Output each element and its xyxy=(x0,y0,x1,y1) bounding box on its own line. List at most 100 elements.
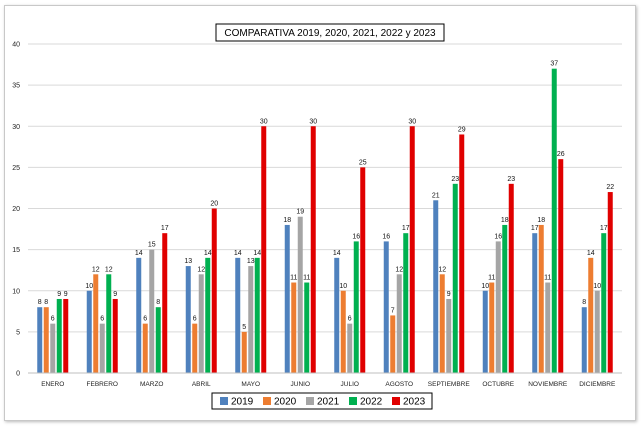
y-tick-label: 0 xyxy=(16,371,20,378)
data-label: 14 xyxy=(135,250,143,257)
data-label: 11 xyxy=(290,275,297,282)
data-label: 13 xyxy=(184,258,192,265)
bar-2023-febrero xyxy=(112,298,118,373)
data-label: 26 xyxy=(557,151,565,158)
data-label: 17 xyxy=(531,225,539,232)
bar-2022-julio xyxy=(353,241,359,373)
bar-2020-agosto xyxy=(390,315,396,373)
category-label: OCTUBRE xyxy=(482,381,514,388)
data-label: 9 xyxy=(64,291,68,298)
data-label: 25 xyxy=(359,159,367,166)
data-label: 12 xyxy=(438,266,446,273)
data-label: 17 xyxy=(600,225,608,232)
bar-2021-septiembre xyxy=(446,298,452,373)
bar-2021-junio xyxy=(297,216,303,373)
bar-2021-abril xyxy=(198,274,204,373)
data-label: 8 xyxy=(582,299,586,306)
bar-2021-enero xyxy=(50,323,56,373)
bar-2019-septiembre xyxy=(433,200,439,373)
bar-2023-enero xyxy=(63,298,69,373)
legend-label: 2020 xyxy=(274,397,297,408)
category-label: JUNIO xyxy=(291,381,311,388)
bar-2020-junio xyxy=(291,282,297,373)
legend-swatch-2022 xyxy=(349,397,357,405)
data-label: 16 xyxy=(382,233,390,240)
bar-2021-agosto xyxy=(396,274,402,373)
data-label: 9 xyxy=(57,291,61,298)
bar-2020-noviembre xyxy=(538,224,544,373)
data-label: 30 xyxy=(260,118,268,125)
bar-2020-octubre xyxy=(489,282,495,373)
bar-2023-diciembre xyxy=(607,192,613,373)
bar-2020-diciembre xyxy=(588,257,594,373)
bar-2021-diciembre xyxy=(594,290,600,373)
y-tick-label: 35 xyxy=(12,83,20,90)
data-label: 30 xyxy=(408,118,416,125)
data-label: 6 xyxy=(348,316,352,323)
category-label: ENERO xyxy=(41,381,64,388)
category-label: SEPTIEMBRE xyxy=(428,381,471,388)
data-label: 8 xyxy=(156,299,160,306)
y-tick-label: 5 xyxy=(16,329,20,336)
legend: 2019 2020 2021 2022 2023 xyxy=(220,397,426,408)
data-label: 12 xyxy=(197,266,205,273)
bar-2020-marzo xyxy=(142,323,148,373)
bar-2019-marzo xyxy=(136,257,142,373)
data-label: 11 xyxy=(544,275,551,282)
legend-label: 2019 xyxy=(231,397,254,408)
data-label: 17 xyxy=(161,225,169,232)
x-axis-categories: ENERO FEBRERO MARZO ABRIL MAYO JUNIO JULIO AGOS… xyxy=(41,381,616,388)
data-label: 22 xyxy=(606,184,614,191)
bar-2019-noviembre xyxy=(532,233,538,373)
data-label: 37 xyxy=(550,61,558,68)
bar-2021-mayo xyxy=(248,266,254,373)
data-label: 6 xyxy=(143,316,147,323)
data-label: 8 xyxy=(38,299,42,306)
data-label: 23 xyxy=(507,176,515,183)
data-label: 6 xyxy=(51,316,55,323)
data-label: 6 xyxy=(100,316,104,323)
bar-2019-enero xyxy=(37,307,43,373)
bar-2019-febrero xyxy=(86,290,92,373)
data-label: 11 xyxy=(488,275,495,282)
bar-2022-diciembre xyxy=(601,233,607,373)
bar-2020-septiembre xyxy=(439,274,445,373)
bar-2019-agosto xyxy=(383,241,389,373)
bar-2020-enero xyxy=(43,307,49,373)
chart-title-box xyxy=(215,23,445,42)
data-label: 14 xyxy=(253,250,261,257)
category-label: AGOSTO xyxy=(385,381,413,388)
data-label: 18 xyxy=(501,217,509,224)
category-label: NOVIEMBRE xyxy=(528,381,568,388)
data-label: 10 xyxy=(593,283,601,290)
y-tick-label: 20 xyxy=(12,206,20,213)
bars xyxy=(37,68,613,374)
y-axis-ticks: 0 5 10 15 20 25 30 35 40 xyxy=(12,42,20,378)
y-tick-label: 40 xyxy=(12,42,20,49)
data-label: 20 xyxy=(210,201,218,208)
data-label: 17 xyxy=(402,225,410,232)
data-label: 12 xyxy=(395,266,403,273)
data-label: 29 xyxy=(458,126,466,133)
data-label: 14 xyxy=(587,250,595,257)
y-tick-label: 30 xyxy=(12,124,20,131)
bar-2022-agosto xyxy=(403,233,409,373)
data-label: 18 xyxy=(283,217,291,224)
legend-label: 2023 xyxy=(403,397,426,408)
data-label: 9 xyxy=(113,291,117,298)
bar-2023-abril xyxy=(211,208,217,373)
bar-2023-septiembre xyxy=(459,134,465,373)
data-label: 23 xyxy=(451,176,459,183)
bar-2022-mayo xyxy=(254,257,260,373)
data-label: 11 xyxy=(303,275,310,282)
bar-2019-mayo xyxy=(235,257,241,373)
data-label: 10 xyxy=(481,283,489,290)
data-label: 5 xyxy=(242,324,246,331)
bar-2019-octubre xyxy=(482,290,488,373)
data-label: 21 xyxy=(432,192,440,199)
legend-label: 2022 xyxy=(360,397,383,408)
bar-2021-noviembre xyxy=(545,282,551,373)
legend-swatch-2019 xyxy=(220,397,228,405)
data-label: 15 xyxy=(148,242,156,249)
